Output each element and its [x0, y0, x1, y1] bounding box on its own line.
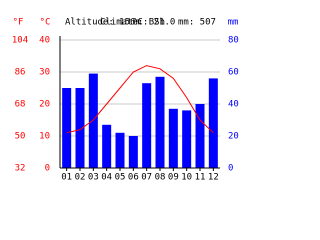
c-tick-label: 30 [39, 68, 50, 78]
bar [62, 88, 72, 168]
bar [168, 108, 178, 168]
c-tick-label: 40 [39, 36, 50, 46]
mm-tick-label: 80 [228, 36, 239, 46]
header-text: mm: 507 [178, 18, 216, 28]
header-text: Climate: BSh [100, 18, 165, 28]
mm-axis-label: mm [228, 18, 239, 28]
c-axis-label: °C [40, 18, 51, 28]
bar [128, 136, 138, 168]
x-tick-label: 06 [128, 173, 139, 183]
c-tick-label: 10 [39, 132, 50, 142]
x-tick-label: 05 [115, 173, 126, 183]
f-tick-label: 86 [15, 68, 26, 78]
f-tick-label: 32 [15, 164, 26, 174]
mm-tick-label: 60 [228, 68, 239, 78]
bar [195, 104, 205, 168]
x-tick-label: 07 [141, 173, 152, 183]
c-tick-label: 0 [45, 164, 50, 174]
header-text: Altitude: 156m [65, 18, 141, 28]
bar [115, 132, 125, 168]
f-axis-label: °F [13, 18, 24, 28]
x-tick-label: 11 [195, 173, 206, 183]
x-tick-label: 10 [181, 173, 192, 183]
x-tick-label: 09 [168, 173, 179, 183]
x-tick-label: 03 [88, 173, 99, 183]
mm-tick-label: 0 [228, 164, 233, 174]
temperature-line [66, 65, 214, 134]
bar [102, 124, 112, 168]
chart: °F °C mm Altitude: 156m Climate: BSh °C:… [12, 18, 239, 183]
bar [182, 110, 192, 168]
x-tick-label: 02 [75, 173, 86, 183]
x-tick-label: 08 [155, 173, 166, 183]
bar [208, 78, 218, 168]
bar [88, 73, 98, 168]
bar [75, 88, 85, 168]
bar [155, 76, 165, 168]
x-tick-label: 01 [61, 173, 72, 183]
bar [142, 83, 152, 168]
f-tick-label: 68 [15, 100, 26, 110]
x-tick-label: 04 [101, 173, 112, 183]
mm-tick-label: 40 [228, 100, 239, 110]
header-text: °C: 21.0 [132, 18, 175, 28]
f-tick-label: 50 [15, 132, 26, 142]
c-tick-label: 20 [39, 100, 50, 110]
x-tick-label: 12 [208, 173, 219, 183]
f-tick-label: 104 [12, 36, 28, 46]
mm-tick-label: 20 [228, 132, 239, 142]
